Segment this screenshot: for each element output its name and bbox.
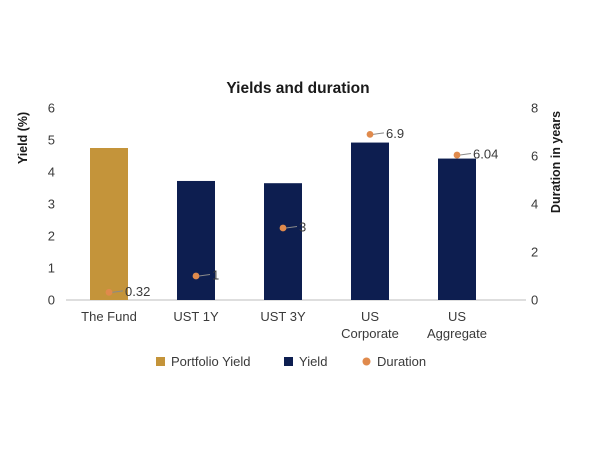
y-left-tick-label: 0 [48, 293, 55, 308]
y-right-tick-label: 4 [531, 197, 538, 212]
x-category-label: The Fund [81, 309, 137, 324]
y-right-tick-label: 8 [531, 101, 538, 116]
y-axis-left-title: Yield (%) [16, 112, 30, 164]
legend-swatch [284, 357, 293, 366]
bar [264, 183, 302, 300]
duration-data-label: 0.32 [125, 284, 150, 299]
x-category-label: Aggregate [427, 326, 487, 341]
duration-data-label: 3 [299, 220, 306, 235]
duration-data-label: 6.04 [473, 147, 498, 162]
y-left-tick-label: 5 [48, 133, 55, 148]
duration-points: 0.32 1 3 6.9 6.04 [105, 126, 498, 299]
duration-leader-line [111, 290, 124, 293]
x-category-label: Corporate [341, 326, 399, 341]
y-left-tick-label: 4 [48, 165, 55, 180]
duration-point [192, 272, 200, 280]
y-right-tick-label: 2 [531, 245, 538, 260]
bar [90, 148, 128, 300]
y-left-tick-label: 1 [48, 261, 55, 276]
duration-leader-line [372, 132, 385, 135]
legend-label: Portfolio Yield [171, 354, 251, 369]
x-category-label: US [361, 309, 379, 324]
legend-label: Duration [377, 354, 426, 369]
y-left-tick-label: 2 [48, 229, 55, 244]
y-right-tick-label: 6 [531, 149, 538, 164]
x-category-label: UST 3Y [260, 309, 306, 324]
duration-leader-line [459, 153, 472, 156]
y-left-tick-label: 6 [48, 101, 55, 116]
y-axis-right-title: Duration in years [549, 111, 563, 213]
duration-data-label: 1 [212, 268, 219, 283]
y-left-tick-label: 3 [48, 197, 55, 212]
duration-data-label: 6.9 [386, 126, 404, 141]
duration-leader-line [198, 274, 211, 277]
legend-label: Yield [299, 354, 327, 369]
duration-point [366, 131, 374, 138]
duration-point [105, 288, 113, 296]
legend: Portfolio Yield Yield Duration [156, 354, 426, 369]
bar [438, 158, 476, 300]
legend-swatch [362, 357, 371, 366]
bar [351, 142, 389, 300]
x-category-label: UST 1Y [173, 309, 219, 324]
duration-point [453, 151, 461, 159]
chart-title: Yields and duration [226, 80, 369, 97]
y-right-tick-label: 0 [531, 293, 538, 308]
category-labels: The Fund UST 1Y UST 3Y US Corporate US Aggrega… [81, 309, 487, 341]
duration-leader-line [285, 226, 298, 229]
x-category-label: US [448, 309, 466, 324]
bars [90, 142, 476, 300]
legend-swatch [156, 357, 165, 366]
duration-point [279, 224, 287, 232]
bar [177, 180, 215, 300]
